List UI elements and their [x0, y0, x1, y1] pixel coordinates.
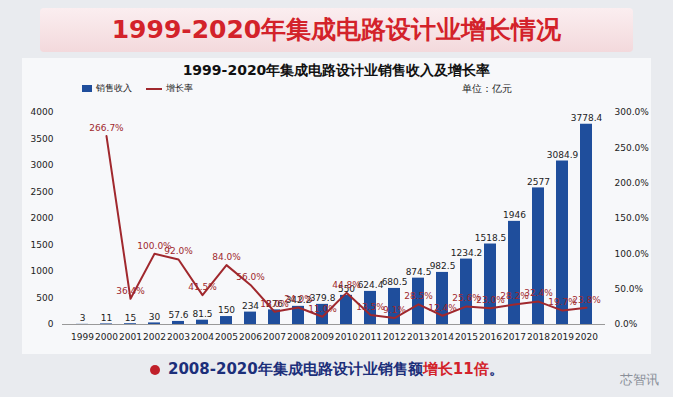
svg-text:11.0%: 11.0%	[308, 304, 337, 314]
svg-text:100.0%: 100.0%	[137, 240, 172, 251]
svg-text:500: 500	[36, 293, 53, 303]
svg-text:1946: 1946	[503, 210, 526, 220]
svg-text:300.0%: 300.0%	[615, 107, 650, 117]
svg-text:3778.4: 3778.4	[571, 113, 603, 123]
svg-text:0.0%: 0.0%	[615, 319, 638, 329]
svg-text:0: 0	[48, 319, 54, 329]
svg-text:2020: 2020	[575, 332, 598, 342]
svg-text:2014: 2014	[431, 332, 454, 342]
svg-text:28.5%: 28.5%	[404, 291, 433, 301]
svg-text:2003: 2003	[167, 332, 190, 342]
svg-text:18.0%: 18.0%	[260, 298, 289, 309]
svg-text:150.0%: 150.0%	[615, 213, 650, 223]
svg-text:2000: 2000	[95, 332, 118, 342]
html-text:增长率: 增长率	[166, 83, 193, 93]
svg-text:1999: 1999	[71, 332, 94, 342]
svg-text:3000: 3000	[31, 160, 54, 170]
html-text:单位：亿元: 单位：亿元	[462, 83, 512, 94]
svg-text:2500: 2500	[31, 187, 54, 197]
svg-text:1234.2: 1234.2	[451, 248, 483, 258]
svg-text:2577: 2577	[527, 177, 550, 187]
svg-text:9.1%: 9.1%	[383, 305, 406, 315]
svg-text:57.6: 57.6	[168, 310, 188, 320]
svg-text:23.8%: 23.8%	[572, 295, 601, 305]
svg-text:266.7%: 266.7%	[89, 123, 124, 133]
svg-text:28.2%: 28.2%	[500, 291, 529, 302]
svg-text:2004: 2004	[191, 332, 214, 342]
svg-text:56.0%: 56.0%	[236, 272, 265, 282]
svg-text:2007: 2007	[263, 332, 286, 342]
svg-text:982.5: 982.5	[430, 261, 456, 271]
svg-text:250.0%: 250.0%	[615, 143, 650, 153]
svg-text:92.0%: 92.0%	[164, 246, 193, 256]
svg-text:2013: 2013	[407, 332, 430, 342]
svg-text:874.5: 874.5	[406, 267, 432, 277]
html-text:芯智讯: 芯智讯	[620, 372, 659, 387]
svg-text:2017: 2017	[503, 332, 526, 342]
svg-text:2015: 2015	[455, 332, 478, 342]
svg-text:624.4: 624.4	[358, 280, 384, 290]
svg-text:19.7%: 19.7%	[548, 297, 577, 308]
svg-text:41.5%: 41.5%	[188, 282, 217, 292]
html-text:1999-2020年集成电路设计业增长情况: 1999-2020年集成电路设计业增长情况	[111, 15, 562, 44]
svg-text:11: 11	[101, 313, 112, 323]
svg-text:12.4%: 12.4%	[428, 303, 457, 313]
svg-text:24.0%: 24.0%	[284, 294, 313, 305]
svg-text:200.0%: 200.0%	[615, 178, 650, 188]
svg-text:32.4%: 32.4%	[524, 288, 553, 299]
html-text:1999-2020年集成电路设计业销售收入及增长率: 1999-2020年集成电路设计业销售收入及增长率	[182, 62, 491, 78]
svg-text:2018: 2018	[527, 332, 550, 342]
svg-text:50.0%: 50.0%	[615, 284, 644, 294]
svg-text:2016: 2016	[479, 332, 502, 342]
svg-text:680.5: 680.5	[382, 277, 408, 287]
svg-text:1518.5: 1518.5	[475, 233, 507, 243]
svg-text:23.0%: 23.0%	[476, 295, 505, 306]
svg-text:30: 30	[149, 312, 161, 322]
svg-text:3: 3	[80, 313, 86, 323]
svg-text:81.5: 81.5	[192, 309, 212, 319]
svg-text:2002: 2002	[143, 332, 166, 342]
svg-text:3084.9: 3084.9	[547, 150, 579, 160]
svg-text:2010: 2010	[335, 332, 358, 342]
svg-text:3500: 3500	[31, 134, 54, 144]
svg-text:15: 15	[125, 313, 136, 323]
svg-text:234: 234	[242, 301, 259, 311]
svg-text:13.5%: 13.5%	[356, 302, 385, 312]
svg-text:4000: 4000	[31, 107, 54, 117]
html-text:销售收入: 销售收入	[96, 83, 132, 93]
html-text:2008-2020年集成电路设计业销售额增长11倍。: 2008-2020年集成电路设计业销售额增长11倍。	[168, 360, 504, 378]
svg-text:2006: 2006	[239, 332, 262, 342]
svg-text:2001: 2001	[119, 332, 142, 342]
svg-text:2008: 2008	[287, 332, 310, 342]
svg-text:2011: 2011	[359, 332, 382, 342]
svg-text:1500: 1500	[31, 240, 54, 250]
svg-text:2000: 2000	[31, 213, 54, 223]
svg-text:2012: 2012	[383, 332, 406, 342]
svg-text:2019: 2019	[551, 332, 574, 342]
svg-text:2005: 2005	[215, 332, 238, 342]
svg-text:25.6%: 25.6%	[452, 293, 481, 304]
svg-text:36.4%: 36.4%	[116, 286, 145, 296]
svg-text:1000: 1000	[31, 266, 54, 276]
svg-text:150: 150	[218, 305, 235, 315]
svg-text:379.8: 379.8	[310, 293, 336, 303]
svg-text:2009: 2009	[311, 332, 334, 342]
svg-text:100.0%: 100.0%	[615, 249, 650, 259]
svg-text:44.8%: 44.8%	[332, 280, 361, 290]
svg-text:84.0%: 84.0%	[212, 252, 241, 262]
